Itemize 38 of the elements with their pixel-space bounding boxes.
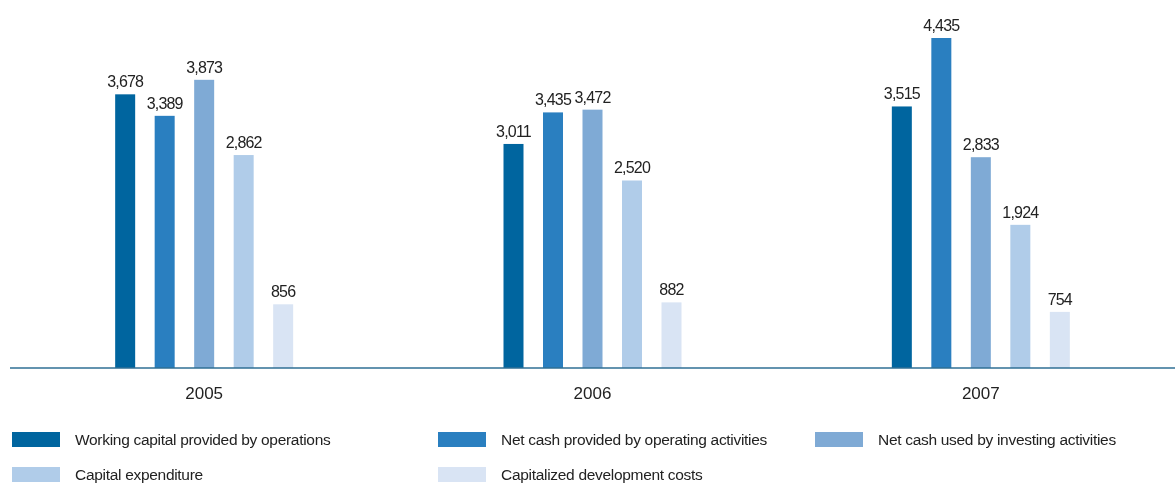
x-tick-label: 2005 xyxy=(185,384,224,403)
data-label: 3,873 xyxy=(186,58,224,76)
bar xyxy=(503,143,524,368)
data-label: 3,435 xyxy=(534,91,572,109)
legend-label: Net cash used by investing activities xyxy=(878,431,1117,448)
bar xyxy=(154,115,175,368)
data-label: 2,862 xyxy=(225,134,263,152)
data-label: 3,472 xyxy=(574,88,612,106)
data-label: 3,515 xyxy=(883,85,921,103)
bar xyxy=(582,109,603,368)
bar xyxy=(194,79,215,368)
data-label: 2,833 xyxy=(962,136,1000,154)
data-label: 3,678 xyxy=(107,73,145,91)
legend-label: Capital expenditure xyxy=(75,466,203,483)
bar xyxy=(1049,311,1070,368)
data-label: 754 xyxy=(1047,290,1073,308)
legend-label: Working capital provided by operations xyxy=(75,431,331,448)
data-label: 4,435 xyxy=(923,17,961,34)
bar xyxy=(970,157,991,368)
bar xyxy=(543,112,563,368)
data-label: 3,389 xyxy=(146,94,184,112)
legend-label: Capitalized development costs xyxy=(501,466,704,483)
x-tick-label: 2007 xyxy=(961,384,1000,403)
data-label: 3,011 xyxy=(496,122,532,140)
legend-label: Net cash provided by operating activities xyxy=(501,431,768,448)
bar xyxy=(931,38,952,368)
data-label: 882 xyxy=(659,281,685,299)
bar xyxy=(1010,224,1031,368)
bar xyxy=(891,106,912,368)
bar xyxy=(233,155,254,368)
data-label: 856 xyxy=(271,283,297,301)
bar xyxy=(115,94,136,368)
bar xyxy=(661,302,682,368)
bar xyxy=(273,304,294,368)
data-label: 2,520 xyxy=(613,159,651,177)
bar xyxy=(622,180,642,368)
x-tick-label: 2006 xyxy=(573,384,612,403)
data-label: 1,924 xyxy=(1002,203,1040,221)
